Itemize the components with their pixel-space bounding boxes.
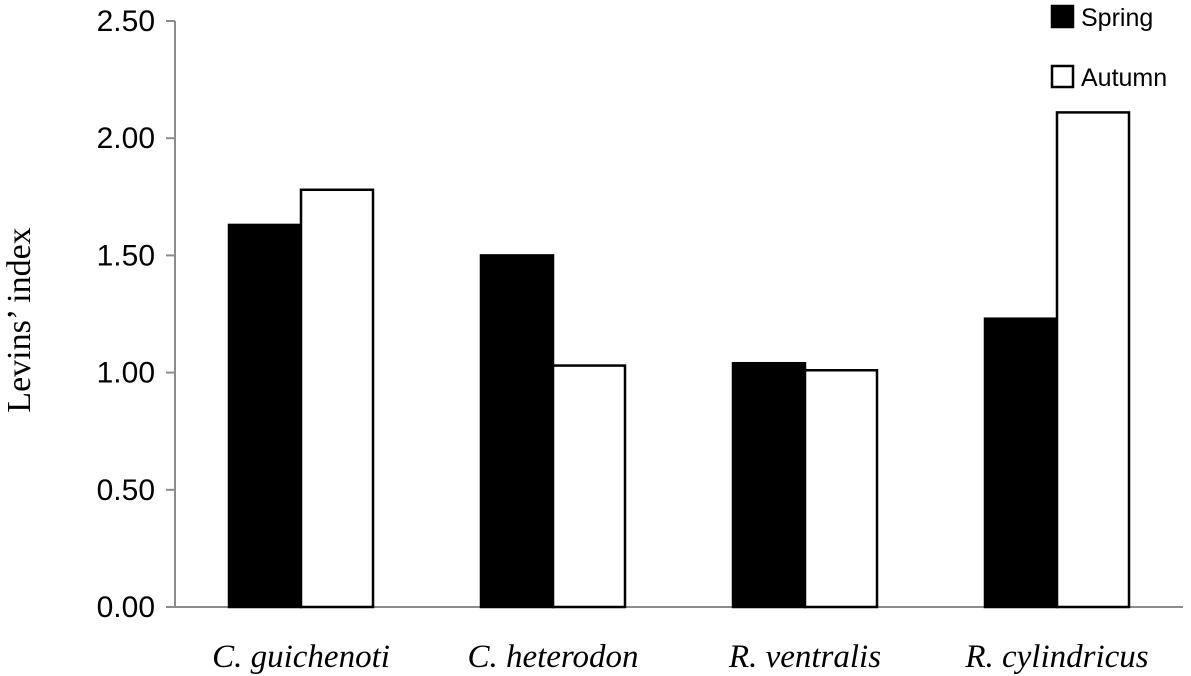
y-axis: 0.00 0.50 1.00 1.50 2.00 2.50: [97, 5, 176, 624]
y-tick-label: 1.50: [97, 239, 155, 272]
y-tick-label: 0.00: [97, 591, 155, 624]
y-axis-title: Levins’ index: [1, 227, 38, 412]
bar-autumn-2: [551, 364, 627, 609]
y-tick-label: 2.00: [97, 122, 155, 155]
x-category-label: C. heterodon: [467, 639, 638, 675]
bar-autumn-1: [299, 188, 375, 609]
y-tick-label: 0.50: [97, 474, 155, 507]
bar-spring-1: [227, 223, 303, 609]
bar-spring-3: [731, 361, 807, 609]
legend-label-autumn: Autumn: [1081, 64, 1167, 92]
x-category-label: C. guichenoti: [212, 639, 390, 675]
x-category-label: R. ventralis: [728, 639, 881, 675]
bar-spring-2: [479, 254, 555, 609]
x-axis: C. guichenoti C. heterodon R. ventralis R. …: [175, 606, 1183, 675]
y-tick-label: 1.00: [97, 357, 155, 390]
bars: [227, 111, 1131, 609]
legend-swatch-autumn: [1050, 64, 1075, 89]
legend-label-spring: Spring: [1081, 4, 1153, 32]
legend-swatch-spring: [1050, 4, 1075, 29]
x-category-label: R. cylindricus: [964, 639, 1148, 675]
bar-spring-4: [983, 317, 1059, 609]
legend: Spring Autumn: [1050, 4, 1167, 92]
y-tick-label: 2.50: [97, 5, 155, 38]
bar-autumn-3: [803, 369, 879, 609]
bar-autumn-4: [1055, 111, 1131, 609]
